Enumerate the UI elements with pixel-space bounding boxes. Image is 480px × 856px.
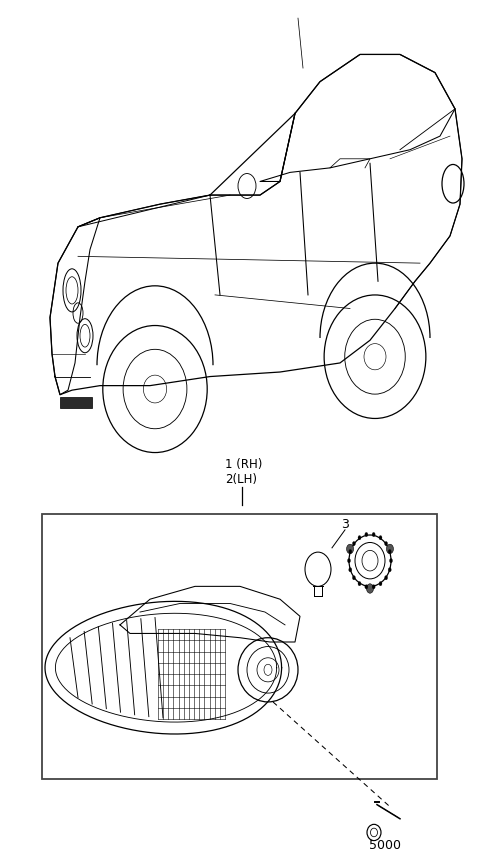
Ellipse shape bbox=[384, 542, 387, 546]
Ellipse shape bbox=[349, 568, 352, 572]
Text: 1 (RH): 1 (RH) bbox=[225, 458, 263, 471]
Text: 5000: 5000 bbox=[369, 839, 401, 852]
Ellipse shape bbox=[379, 536, 382, 540]
Text: 2(LH): 2(LH) bbox=[225, 473, 257, 486]
Text: 3: 3 bbox=[341, 518, 349, 531]
Ellipse shape bbox=[384, 575, 387, 580]
Ellipse shape bbox=[372, 532, 375, 537]
Ellipse shape bbox=[348, 558, 350, 563]
Ellipse shape bbox=[352, 542, 355, 546]
Bar bbox=[42, 514, 437, 779]
Ellipse shape bbox=[388, 550, 391, 554]
Ellipse shape bbox=[379, 581, 382, 586]
Ellipse shape bbox=[389, 558, 393, 563]
Ellipse shape bbox=[386, 544, 394, 554]
Ellipse shape bbox=[358, 536, 361, 540]
Ellipse shape bbox=[349, 550, 352, 554]
Ellipse shape bbox=[347, 544, 354, 554]
Bar bbox=[60, 397, 92, 408]
Ellipse shape bbox=[365, 585, 368, 589]
Ellipse shape bbox=[365, 532, 368, 537]
Ellipse shape bbox=[388, 568, 391, 572]
Ellipse shape bbox=[358, 581, 361, 586]
Ellipse shape bbox=[367, 584, 373, 593]
Ellipse shape bbox=[352, 575, 355, 580]
Ellipse shape bbox=[372, 585, 375, 589]
